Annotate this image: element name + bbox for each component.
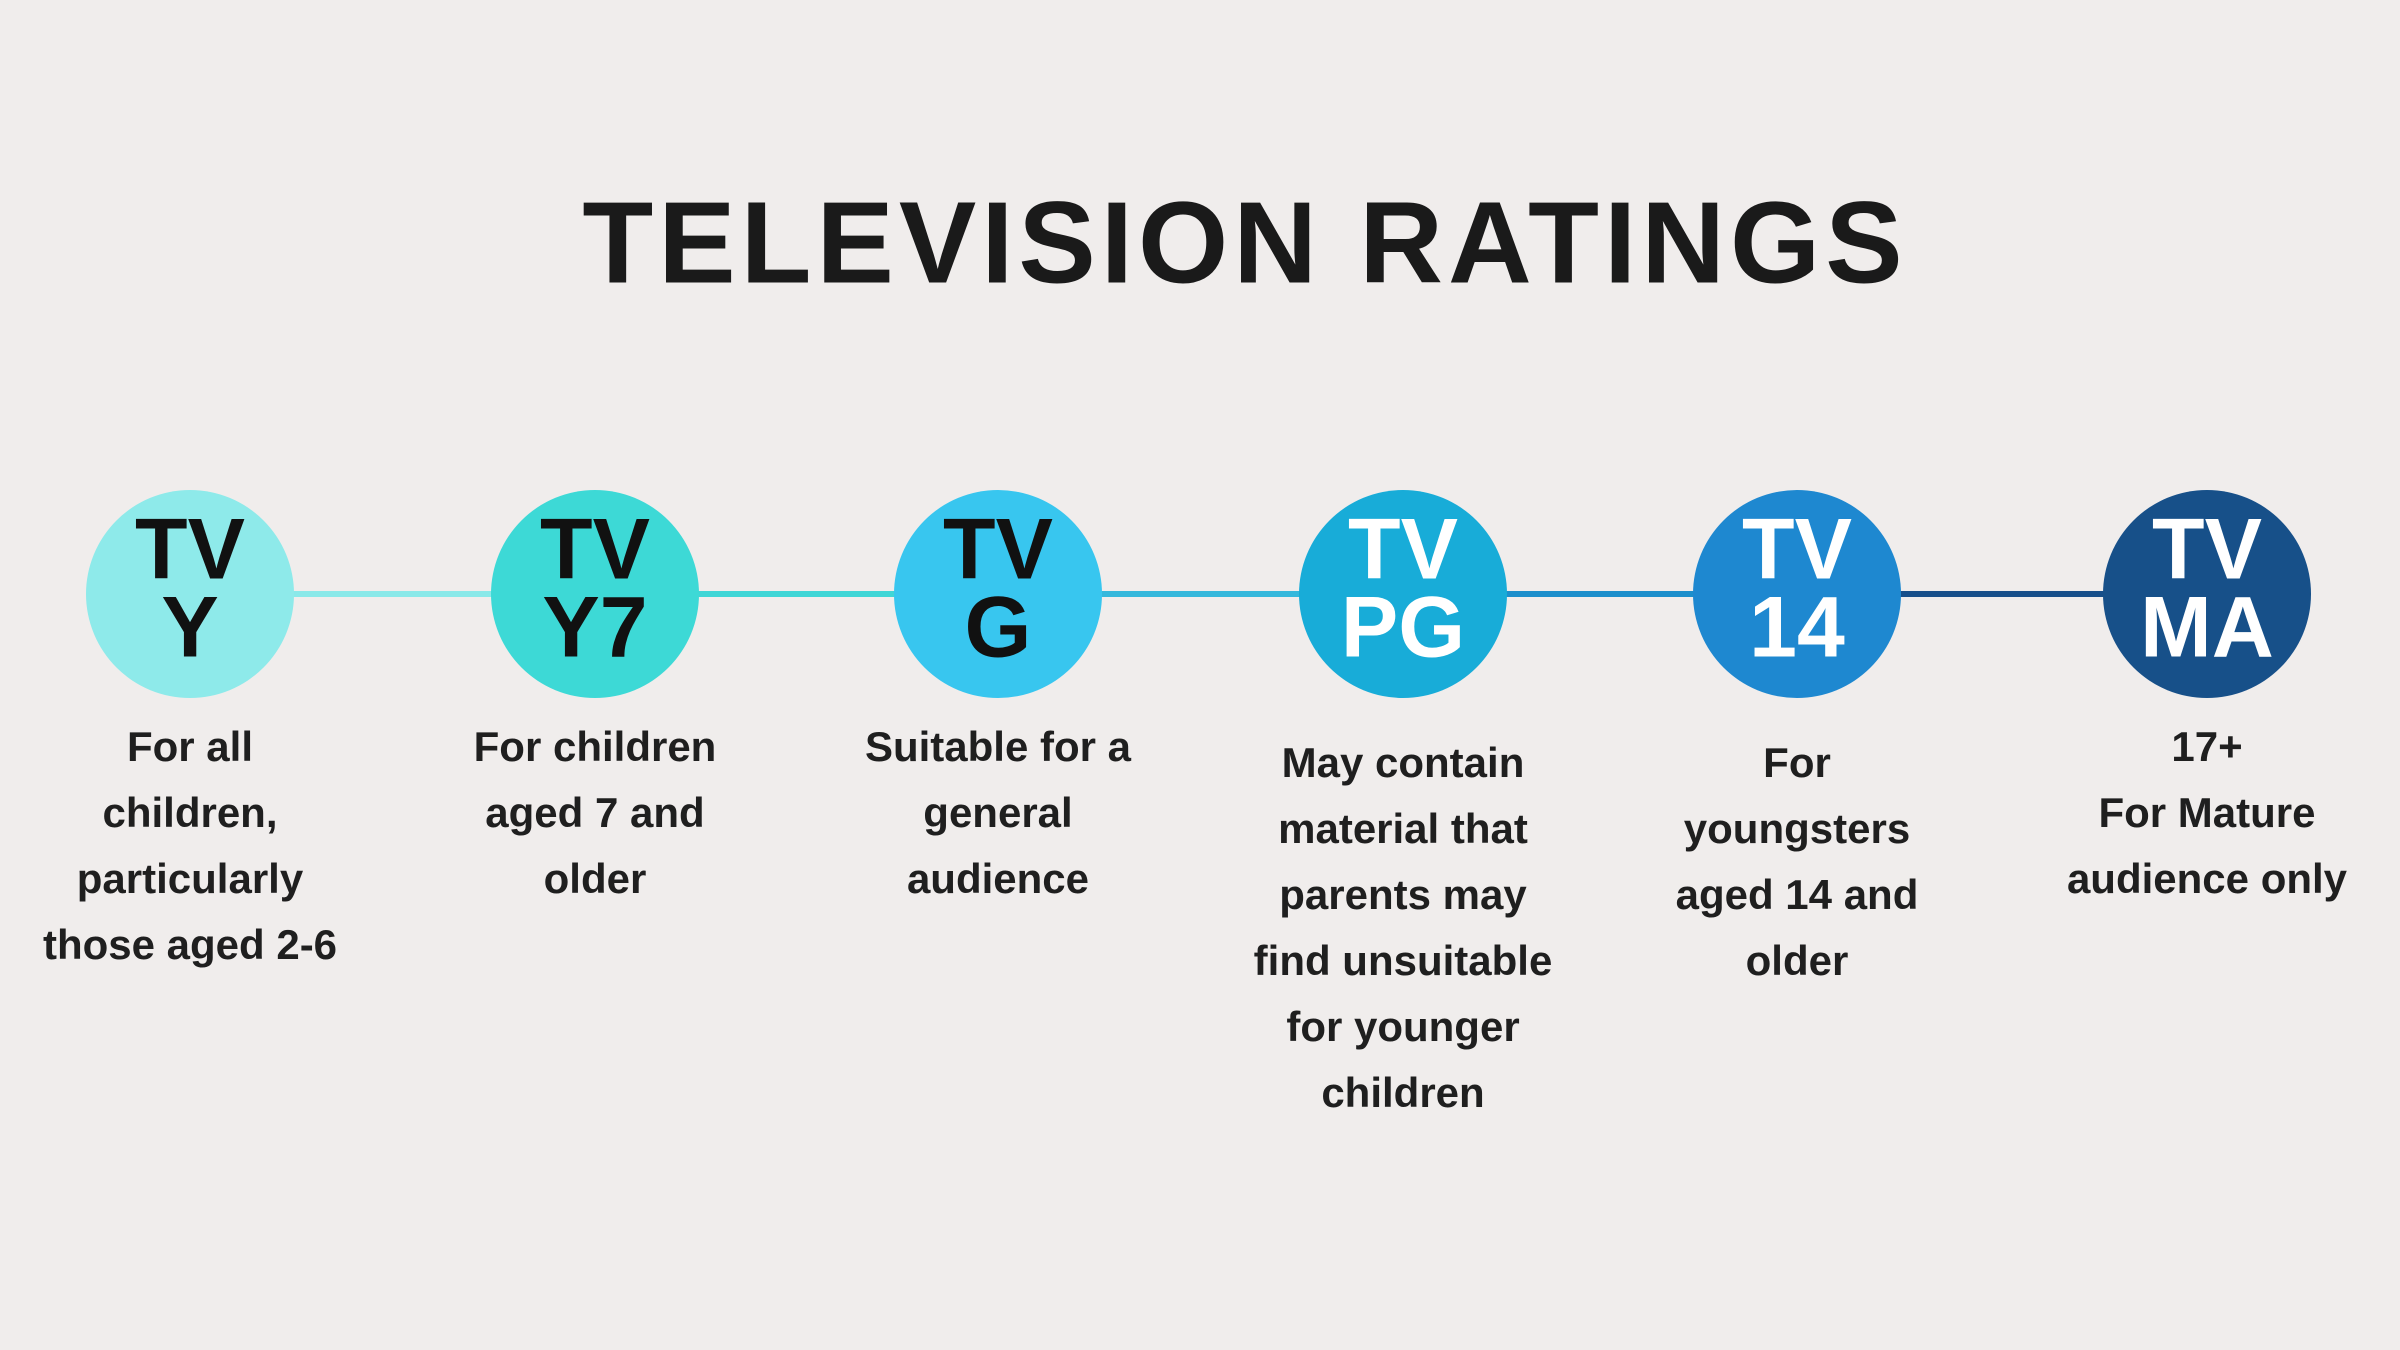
rating-description: older (544, 855, 647, 902)
rating-description: audience (907, 855, 1089, 902)
rating-code: PG (1341, 580, 1465, 676)
rating-code: TV (540, 502, 650, 598)
rating-badge (491, 490, 699, 698)
rating-description: those aged 2-6 (43, 921, 337, 968)
rating-description: youngsters (1684, 805, 1910, 852)
rating-description: children (1321, 1069, 1484, 1116)
rating-code: TV (943, 502, 1053, 598)
rating-description: parents may (1279, 871, 1527, 918)
rating-description: May contain (1282, 739, 1525, 786)
rating-badge (1693, 490, 1901, 698)
rating-badge (1299, 490, 1507, 698)
rating-description: for younger (1286, 1003, 1519, 1050)
rating-badge (2103, 490, 2311, 698)
rating-description: particularly (77, 855, 304, 902)
rating-description: older (1746, 937, 1849, 984)
rating-badge (894, 490, 1102, 698)
rating-description: children, (102, 789, 277, 836)
rating-description: general (923, 789, 1072, 836)
rating-code: TV (135, 502, 245, 598)
rating-code: TV (1348, 502, 1458, 598)
rating-description: For all (127, 723, 253, 770)
rating-description: aged 14 and (1676, 871, 1919, 918)
rating: TVY For all children, particularly those age… (43, 490, 337, 968)
rating-description: For Mature (2098, 789, 2315, 836)
rating-description: Suitable for a (865, 723, 1132, 770)
rating-description: aged 7 and (485, 789, 704, 836)
rating-code: TV (2152, 502, 2262, 598)
rating-code: MA (2140, 580, 2274, 676)
rating-description: For (1763, 739, 1831, 786)
rating: TVG Suitable for a general audience (865, 490, 1132, 902)
rating-description: For children (474, 723, 717, 770)
rating-description: audience only (2067, 855, 2348, 902)
rating-description: 17+ (2171, 723, 2242, 770)
rating-code: Y7 (542, 580, 647, 676)
rating-description: find unsuitable (1254, 937, 1553, 984)
title: TELEVISION RATINGS (582, 178, 1907, 308)
rating-badge (86, 490, 294, 698)
rating-code: 14 (1749, 580, 1845, 676)
rating-code: G (965, 580, 1032, 676)
rating-description: material that (1278, 805, 1528, 852)
rating-code: TV (1742, 502, 1852, 598)
rating-code: Y (161, 580, 218, 676)
